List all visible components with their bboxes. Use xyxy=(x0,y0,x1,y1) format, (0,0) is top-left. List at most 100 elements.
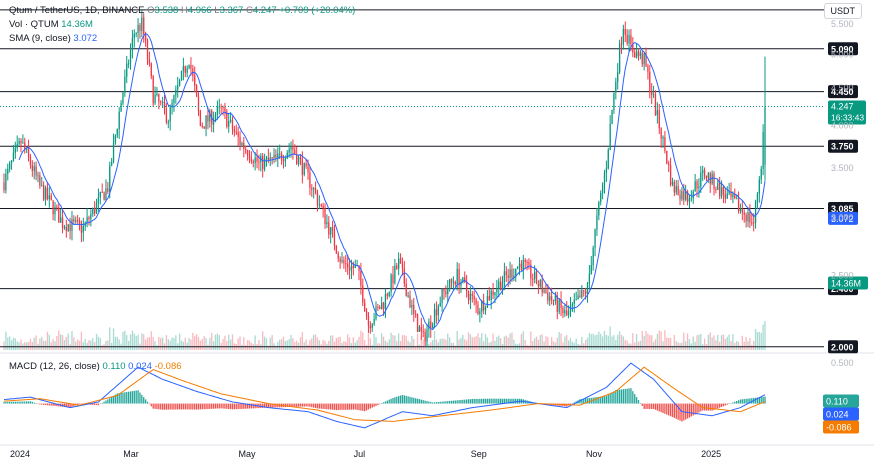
candle-body[interactable] xyxy=(35,166,37,176)
candle-body[interactable] xyxy=(250,159,253,162)
candle-body[interactable] xyxy=(605,168,608,173)
candle-body[interactable] xyxy=(479,311,481,314)
candle-body[interactable] xyxy=(348,267,351,271)
candle-body[interactable] xyxy=(169,106,171,122)
candle-body[interactable] xyxy=(165,108,168,123)
candle-body[interactable] xyxy=(490,290,492,300)
candle-body[interactable] xyxy=(645,53,647,67)
candle-body[interactable] xyxy=(335,245,338,254)
candle-body[interactable] xyxy=(532,278,534,280)
candle-body[interactable] xyxy=(637,51,640,57)
candle-body[interactable] xyxy=(341,260,343,262)
candle-body[interactable] xyxy=(31,165,33,171)
candle-body[interactable] xyxy=(424,331,426,342)
candle-body[interactable] xyxy=(76,220,79,222)
candle-body[interactable] xyxy=(67,224,69,231)
candle-body[interactable] xyxy=(299,157,302,160)
candle-body[interactable] xyxy=(190,64,192,69)
candle-body[interactable] xyxy=(20,140,22,144)
candle-body[interactable] xyxy=(14,148,16,153)
candle-body[interactable] xyxy=(639,52,642,57)
candle-body[interactable] xyxy=(122,92,124,104)
candle-body[interactable] xyxy=(207,115,209,122)
candle-body[interactable] xyxy=(518,263,521,268)
candle-body[interactable] xyxy=(126,63,128,77)
candle-body[interactable] xyxy=(583,290,585,292)
candle-body[interactable] xyxy=(584,291,587,294)
candle-body[interactable] xyxy=(690,198,693,200)
candle-body[interactable] xyxy=(265,157,268,159)
candle-body[interactable] xyxy=(598,202,600,216)
candle-body[interactable] xyxy=(698,186,700,189)
candle-body[interactable] xyxy=(426,329,428,342)
candle-body[interactable] xyxy=(535,271,538,284)
candle-body[interactable] xyxy=(143,17,145,35)
candle-body[interactable] xyxy=(448,279,451,290)
candle-body[interactable] xyxy=(99,191,101,198)
candle-body[interactable] xyxy=(632,44,634,53)
candle-body[interactable] xyxy=(447,289,449,295)
candle-body[interactable] xyxy=(379,306,381,310)
candle-body[interactable] xyxy=(533,271,536,279)
candle-body[interactable] xyxy=(224,107,226,112)
candle-body[interactable] xyxy=(675,185,677,193)
candle-body[interactable] xyxy=(109,165,111,192)
candle-body[interactable] xyxy=(214,114,217,120)
candle-body[interactable] xyxy=(228,121,230,127)
candle-body[interactable] xyxy=(42,185,45,200)
candle-body[interactable] xyxy=(154,94,156,104)
candle-body[interactable] xyxy=(694,181,696,192)
candle-body[interactable] xyxy=(686,191,689,202)
candle-body[interactable] xyxy=(3,182,5,191)
candle-body[interactable] xyxy=(5,173,7,191)
candle-body[interactable] xyxy=(311,187,313,190)
candle-body[interactable] xyxy=(205,115,207,129)
candle-body[interactable] xyxy=(618,43,621,73)
candle-body[interactable] xyxy=(314,188,317,193)
candle-body[interactable] xyxy=(237,132,239,137)
candle-body[interactable] xyxy=(337,253,339,259)
candle-body[interactable] xyxy=(201,125,203,127)
candle-body[interactable] xyxy=(414,313,417,315)
candle-body[interactable] xyxy=(86,217,88,223)
candle-body[interactable] xyxy=(58,207,60,223)
candle-body[interactable] xyxy=(471,293,473,296)
candle-body[interactable] xyxy=(592,247,594,266)
candle-body[interactable] xyxy=(537,283,540,287)
candle-body[interactable] xyxy=(654,94,657,116)
candle-body[interactable] xyxy=(596,215,598,230)
candle-body[interactable] xyxy=(681,191,683,200)
candle-body[interactable] xyxy=(246,150,249,157)
candle-body[interactable] xyxy=(501,282,504,291)
candle-body[interactable] xyxy=(129,50,132,64)
candle-body[interactable] xyxy=(428,321,430,330)
candle-body[interactable] xyxy=(707,173,710,179)
candle-body[interactable] xyxy=(626,34,628,44)
candle-body[interactable] xyxy=(148,59,151,64)
candle-body[interactable] xyxy=(753,222,755,224)
candle-body[interactable] xyxy=(430,321,432,329)
candle-body[interactable] xyxy=(294,150,296,155)
candle-body[interactable] xyxy=(258,161,260,163)
candle-body[interactable] xyxy=(105,188,107,200)
candle-body[interactable] xyxy=(390,274,392,292)
candle-body[interactable] xyxy=(107,188,109,192)
candle-body[interactable] xyxy=(407,295,409,297)
candle-body[interactable] xyxy=(182,66,185,72)
candle-body[interactable] xyxy=(439,302,441,307)
candle-body[interactable] xyxy=(120,103,122,112)
macd-legend[interactable]: MACD (12, 26, close) 0.110 0.024 -0.086 xyxy=(9,361,182,372)
candle-body[interactable] xyxy=(530,264,532,279)
candle-body[interactable] xyxy=(760,168,762,180)
candle-body[interactable] xyxy=(71,219,73,231)
candle-body[interactable] xyxy=(749,212,751,223)
candle-body[interactable] xyxy=(386,294,388,297)
candle-body[interactable] xyxy=(668,163,670,166)
candle-body[interactable] xyxy=(465,281,468,292)
candle-body[interactable] xyxy=(18,140,20,145)
candle-body[interactable] xyxy=(462,277,464,283)
candle-body[interactable] xyxy=(431,324,434,329)
candle-body[interactable] xyxy=(330,227,332,235)
candle-body[interactable] xyxy=(736,198,738,200)
